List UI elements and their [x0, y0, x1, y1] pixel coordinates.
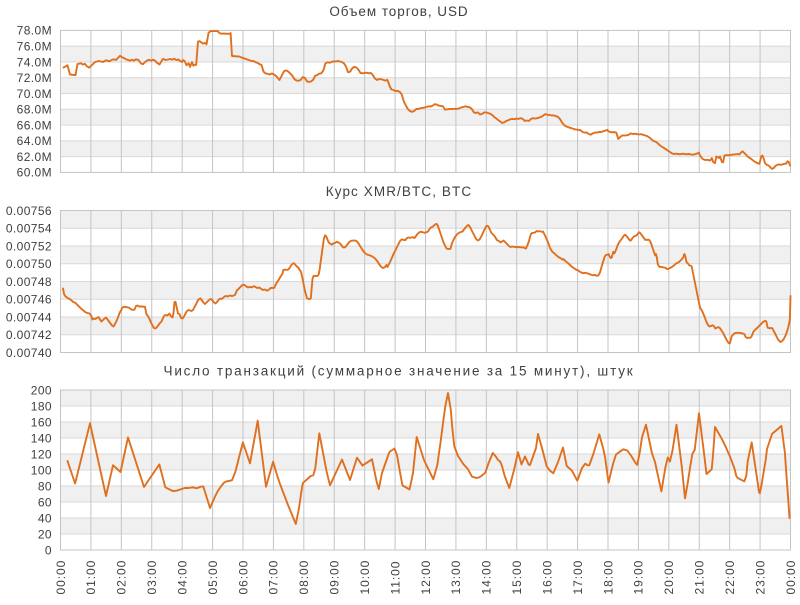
svg-text:64.0M: 64.0M: [17, 134, 52, 148]
svg-text:0.00748: 0.00748: [6, 275, 52, 289]
svg-text:0.00754: 0.00754: [6, 222, 52, 236]
svg-text:62.0M: 62.0M: [17, 150, 52, 164]
svg-text:0: 0: [45, 543, 52, 557]
svg-text:09:00: 09:00: [328, 560, 342, 595]
svg-text:20: 20: [38, 527, 52, 541]
svg-text:15:00: 15:00: [510, 560, 524, 595]
svg-text:0.00742: 0.00742: [6, 328, 52, 342]
svg-text:01:00: 01:00: [84, 560, 98, 595]
svg-text:80: 80: [38, 479, 52, 493]
svg-text:21:00: 21:00: [693, 560, 707, 595]
svg-text:160: 160: [31, 415, 52, 429]
svg-text:40: 40: [38, 511, 52, 525]
svg-text:Объем торгов, USD: Объем торгов, USD: [329, 4, 468, 19]
svg-text:140: 140: [31, 431, 52, 445]
svg-text:00:00: 00:00: [784, 560, 798, 595]
svg-text:120: 120: [31, 447, 52, 461]
svg-text:19:00: 19:00: [632, 560, 646, 595]
svg-text:0.00746: 0.00746: [6, 293, 52, 307]
svg-text:74.0M: 74.0M: [17, 55, 52, 69]
svg-text:03:00: 03:00: [145, 560, 159, 595]
svg-text:11:00: 11:00: [388, 561, 402, 595]
svg-text:200: 200: [31, 383, 52, 397]
svg-text:78.0M: 78.0M: [17, 24, 52, 38]
svg-text:76.0M: 76.0M: [17, 39, 52, 53]
svg-text:60: 60: [38, 495, 52, 509]
svg-text:12:00: 12:00: [419, 560, 433, 595]
svg-text:66.0M: 66.0M: [17, 118, 52, 132]
svg-text:13:00: 13:00: [449, 560, 463, 595]
svg-text:180: 180: [31, 399, 52, 413]
svg-text:0.00750: 0.00750: [6, 257, 52, 271]
svg-text:0.00752: 0.00752: [6, 239, 52, 253]
svg-text:100: 100: [31, 463, 52, 477]
svg-text:17:00: 17:00: [571, 560, 585, 595]
svg-text:04:00: 04:00: [175, 560, 189, 595]
svg-text:08:00: 08:00: [297, 560, 311, 595]
svg-text:05:00: 05:00: [206, 560, 220, 595]
svg-text:23:00: 23:00: [753, 560, 767, 595]
svg-text:02:00: 02:00: [115, 560, 129, 595]
svg-text:18:00: 18:00: [601, 560, 615, 595]
svg-text:0.00744: 0.00744: [6, 310, 52, 324]
svg-text:60.0M: 60.0M: [17, 166, 52, 180]
svg-text:14:00: 14:00: [480, 560, 494, 595]
svg-text:Курс XMR/BTC, BTC: Курс XMR/BTC, BTC: [326, 184, 472, 199]
svg-text:68.0M: 68.0M: [17, 103, 52, 117]
svg-text:10:00: 10:00: [358, 560, 372, 595]
svg-text:07:00: 07:00: [267, 560, 281, 595]
svg-text:0.00740: 0.00740: [6, 346, 52, 360]
svg-text:22:00: 22:00: [723, 560, 737, 595]
svg-text:00:00: 00:00: [54, 560, 68, 595]
svg-text:20:00: 20:00: [662, 560, 676, 595]
svg-text:Число транзакций (суммарное зн: Число транзакций (суммарное значение за …: [164, 364, 635, 379]
svg-text:0.00756: 0.00756: [6, 204, 52, 218]
svg-text:72.0M: 72.0M: [17, 71, 52, 85]
svg-text:06:00: 06:00: [236, 560, 250, 595]
svg-text:70.0M: 70.0M: [17, 87, 52, 101]
svg-text:16:00: 16:00: [540, 560, 554, 595]
